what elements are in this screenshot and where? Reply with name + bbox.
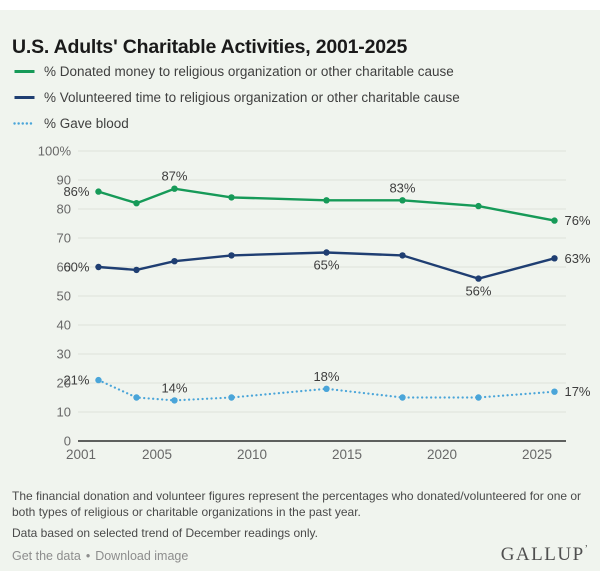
data-point-label: 76% [564, 213, 590, 228]
footer-separator: • [85, 549, 91, 563]
legend-item: % Volunteered time to religious organiza… [13, 90, 460, 105]
page-title: U.S. Adults' Charitable Activities, 2001… [12, 36, 408, 59]
footer: Get the data • Download image GALLUPʼ [12, 544, 588, 566]
y-axis-tick-label: 0 [64, 434, 71, 449]
data-point-label: 87% [161, 169, 187, 184]
data-point [475, 394, 482, 401]
data-point [133, 266, 140, 274]
gallup-logo-mark: ʼ [584, 544, 588, 555]
y-axis-tick-label: 10 [57, 405, 71, 420]
data-point [228, 194, 235, 201]
y-axis-tick-label: 70 [57, 231, 71, 246]
data-point-label: 21% [63, 373, 89, 388]
data-point-label: 65% [313, 258, 339, 273]
data-point [551, 388, 558, 395]
x-axis-tick-label: 2025 [522, 447, 552, 462]
legend-item: % Gave blood [13, 116, 460, 131]
data-point-label: 60% [63, 260, 89, 275]
y-axis-tick-label: 40 [57, 318, 71, 333]
dotted-line-swatch-icon [13, 122, 36, 125]
y-axis-tick-label: 50 [57, 289, 71, 304]
get-the-data-link[interactable]: Get the data [12, 549, 81, 563]
data-point-label: 14% [161, 380, 187, 395]
footer-links: Get the data • Download image [12, 549, 188, 563]
data-point [171, 185, 178, 192]
data-point-label: 56% [465, 284, 491, 299]
x-axis-tick-label: 2020 [427, 447, 457, 462]
data-point [171, 258, 178, 265]
data-point [228, 394, 235, 401]
data-point [399, 252, 406, 259]
gallup-logo: GALLUPʼ [501, 544, 588, 566]
data-point [551, 255, 558, 262]
y-axis-tick-label: 90 [57, 173, 71, 188]
series-line-2 [97, 379, 556, 402]
series-line-0 [98, 187, 555, 222]
top-strip [0, 0, 600, 10]
x-axis-tick-label: 2010 [237, 447, 267, 462]
data-point [95, 263, 102, 271]
data-point [323, 249, 330, 256]
data-point-label: 18% [313, 369, 339, 384]
data-point [95, 188, 102, 195]
footnote-definition: The financial donation and volunteer fig… [12, 489, 582, 519]
x-axis-tick-label: 2015 [332, 447, 362, 462]
data-point [551, 217, 558, 224]
legend-item-label: % Gave blood [44, 116, 129, 131]
y-axis-tick-label: 100% [38, 144, 72, 159]
y-axis-tick-label: 30 [57, 347, 71, 362]
series-line-1 [98, 251, 555, 280]
legend-item: % Donated money to religious organizatio… [13, 64, 460, 79]
data-point [323, 385, 330, 392]
y-axis-tick-label: 20 [57, 376, 71, 391]
gallup-logo-text: GALLUP [500, 544, 585, 565]
download-image-link[interactable]: Download image [95, 549, 189, 563]
solid-line-swatch-icon [14, 96, 35, 99]
data-point-label: 83% [389, 180, 415, 195]
data-point [323, 197, 330, 204]
data-point [133, 394, 140, 401]
data-point [171, 397, 178, 404]
data-point [228, 252, 235, 259]
data-point [399, 394, 406, 401]
data-point [133, 200, 140, 207]
y-axis-tick-label: 60 [57, 260, 71, 275]
data-point-label: 86% [63, 184, 89, 199]
data-point [95, 376, 102, 384]
solid-line-swatch-icon [14, 70, 35, 73]
chart: 100% 90 80 70 60 50 40 30 20 10 0 2001 2005 2010 2015 2… [0, 140, 600, 472]
data-point-label: 17% [564, 384, 590, 399]
y-axis-tick-label: 80 [57, 202, 71, 217]
data-point [475, 275, 482, 282]
data-point [399, 197, 406, 204]
chart-legend: % Donated money to religious organizatio… [13, 64, 460, 142]
footnote-method: Data based on selected trend of December… [12, 526, 318, 540]
legend-item-label: % Volunteered time to religious organiza… [44, 90, 460, 105]
x-axis-tick-label: 2001 [66, 447, 96, 462]
data-point [475, 202, 482, 210]
x-axis-tick-label: 2005 [142, 447, 172, 462]
data-point-label: 63% [564, 251, 590, 266]
legend-item-label: % Donated money to religious organizatio… [44, 64, 454, 79]
